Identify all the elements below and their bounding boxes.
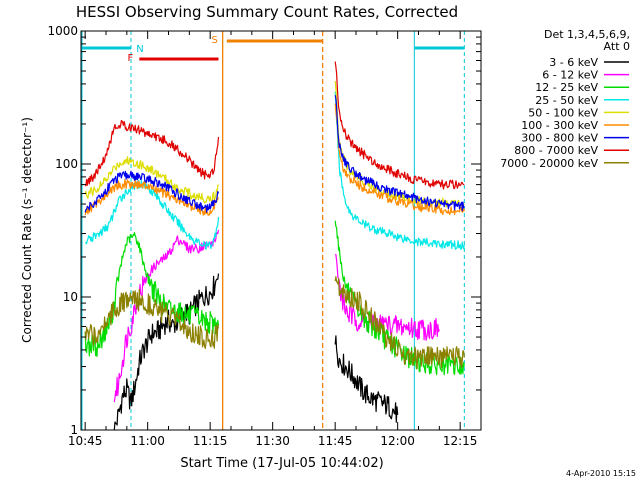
- legend-title-line-2: Att 0: [604, 40, 630, 53]
- x-tick-label: 11:45: [318, 434, 353, 448]
- series-line-7000-20000-kev: [84, 289, 220, 349]
- series-line-100-300-kev: [334, 103, 465, 216]
- f-label: F: [127, 53, 133, 64]
- x-tick-label: 11:00: [130, 434, 165, 448]
- series-line-6-12-kev: [113, 229, 220, 403]
- x-tick-label: 10:45: [68, 434, 103, 448]
- series-line-12-25-kev: [84, 232, 220, 358]
- plot-frame: [80, 30, 482, 431]
- series-line-800-7000-kev: [84, 120, 220, 187]
- s-label: S: [211, 35, 217, 46]
- y-tick-label: 1000: [47, 24, 78, 38]
- series-line-800-7000-kev: [334, 61, 465, 190]
- series-line-300-800-kev: [334, 95, 465, 212]
- x-tick-label: 12:00: [380, 434, 415, 448]
- y-tick-label: 10: [63, 290, 78, 304]
- series-line-300-800-kev: [84, 170, 220, 213]
- n-label: N: [136, 44, 143, 55]
- y-axis-label: Corrected Count Rate (s⁻¹ detector⁻¹): [20, 117, 34, 343]
- series-line-50-100-kev: [84, 156, 219, 204]
- x-tick-label: 11:15: [193, 434, 228, 448]
- legend-label-50-100-kev: 50 - 100 keV: [528, 106, 598, 119]
- y-axis-ticks: 1 10 100 1000: [47, 24, 481, 437]
- legend-label-100-300-kev: 100 - 300 keV: [521, 119, 598, 132]
- legend-label-300-800-kev: 300 - 800 keV: [521, 132, 598, 145]
- x-axis-label: Start Time (17-Jul-05 10:44:02): [180, 456, 383, 471]
- x-axis-ticks: 10:45 11:00 11:15 11:30 11:45 12:00 12:15: [68, 31, 482, 448]
- y-tick-label: 100: [55, 157, 78, 171]
- legend-label-12-25-kev: 12 - 25 keV: [535, 81, 598, 94]
- timestamp: 4-Apr-2010 15:15: [566, 469, 636, 478]
- series-line-25-50-kev: [84, 179, 220, 250]
- series-line-25-50-kev: [334, 91, 465, 250]
- chart-title: HESSI Observing Summary Count Rates, Cor…: [76, 3, 458, 21]
- legend-label-7000-20000-kev: 7000 - 20000 keV: [500, 157, 598, 170]
- legend-label-800-7000-kev: 800 - 7000 keV: [514, 144, 598, 157]
- series-line-3-6-kev: [113, 273, 220, 431]
- plot-decorations: [81, 31, 465, 430]
- legend-label-25-50-kev: 25 - 50 keV: [535, 94, 598, 107]
- series-line-3-6-kev: [334, 335, 399, 423]
- series-lines: [84, 61, 465, 431]
- y-tick-label: 1: [70, 423, 78, 437]
- x-tick-label: 12:15: [443, 434, 478, 448]
- legend-label-6-12-kev: 6 - 12 keV: [542, 69, 598, 82]
- series-line-7000-20000-kev: [334, 276, 465, 370]
- legend-title-line-1: Det 1,3,4,5,6,9,: [544, 28, 630, 41]
- annotation-markers: NF S: [81, 35, 465, 64]
- x-tick-label: 11:30: [255, 434, 290, 448]
- legend-label-3-6-kev: 3 - 6 keV: [549, 56, 598, 69]
- series-line-6-12-kev: [334, 253, 440, 341]
